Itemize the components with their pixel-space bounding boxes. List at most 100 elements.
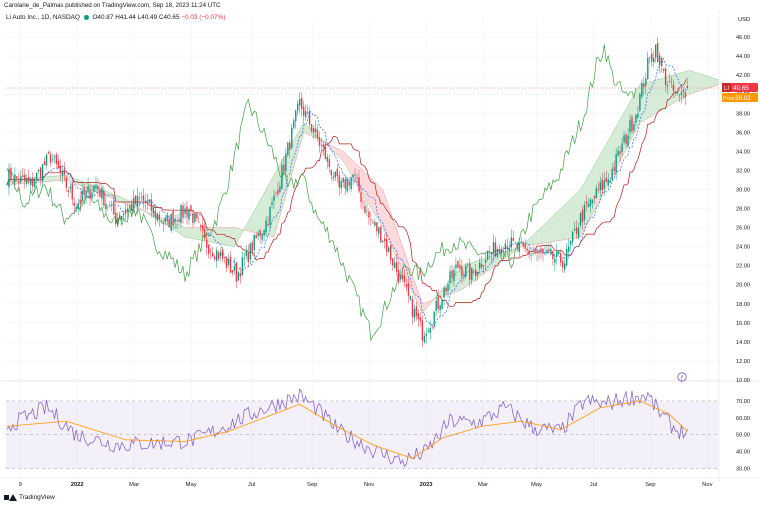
- candle: [55, 152, 58, 169]
- candle-body: [229, 256, 232, 273]
- candle-body: [670, 81, 673, 83]
- candle: [322, 140, 325, 156]
- candle: [658, 52, 661, 74]
- candle-body: [526, 248, 528, 251]
- candle-body: [380, 226, 382, 243]
- candle-body: [662, 68, 665, 71]
- candle-body: [575, 227, 578, 234]
- candle: [115, 206, 117, 228]
- candle: [103, 185, 105, 209]
- candle: [172, 207, 174, 230]
- candle-body: [308, 111, 311, 125]
- candle-body: [655, 44, 657, 58]
- candle: [184, 203, 186, 219]
- candle-body: [152, 207, 155, 214]
- candle: [360, 184, 362, 209]
- candle-body: [550, 249, 552, 255]
- candle-body: [188, 209, 190, 220]
- candle-body: [306, 112, 309, 114]
- indicator-marker-glyph: ƒ: [680, 375, 683, 381]
- candle: [213, 254, 216, 262]
- candle: [285, 147, 287, 178]
- candle-body: [518, 242, 520, 252]
- candle: [494, 237, 497, 258]
- candle-body: [41, 164, 44, 182]
- price-tick-label: 12.00: [736, 359, 750, 365]
- candle: [477, 271, 479, 281]
- candle-body: [409, 295, 412, 300]
- candle: [279, 180, 281, 194]
- candle: [32, 172, 34, 192]
- candle: [528, 246, 530, 259]
- candle-body: [678, 95, 681, 97]
- indicator-settings[interactable]: ƒ: [677, 372, 687, 382]
- candle: [621, 137, 623, 157]
- candle: [411, 295, 414, 325]
- candle-body: [85, 190, 87, 197]
- candle-body: [231, 270, 234, 273]
- candle: [467, 262, 469, 268]
- candle: [63, 161, 66, 182]
- candle: [362, 196, 364, 210]
- candle: [30, 176, 32, 193]
- candle-body: [168, 218, 170, 228]
- candle: [433, 311, 435, 327]
- candle: [77, 198, 79, 215]
- candle: [431, 325, 433, 330]
- candle: [571, 230, 574, 246]
- candle: [502, 246, 505, 258]
- candle: [471, 267, 473, 285]
- candle: [283, 156, 285, 175]
- candle: [490, 251, 493, 263]
- candle-body: [577, 227, 580, 238]
- candle-body: [316, 129, 319, 139]
- candle-body: [194, 213, 196, 222]
- candle-body: [160, 220, 162, 222]
- symbol-legend: Li Auto Inc., 1D, NASDAQ O40.87 H41.44 L…: [6, 14, 225, 21]
- price-tick-label: 20.00: [736, 283, 750, 289]
- price-tick-label: 34.00: [736, 149, 750, 155]
- price-tick-label: 28.00: [736, 207, 750, 213]
- candle: [482, 265, 485, 274]
- candle-body: [324, 146, 327, 159]
- candle-body: [277, 189, 279, 195]
- candle-body: [447, 284, 449, 291]
- low-value: L40.49: [137, 14, 158, 21]
- candle: [435, 295, 437, 316]
- candle-body: [504, 243, 507, 250]
- candle-body: [682, 89, 685, 92]
- candle-body: [601, 179, 603, 191]
- candle: [267, 215, 269, 227]
- candle: [423, 331, 425, 344]
- candle: [613, 160, 615, 176]
- candle: [176, 214, 178, 230]
- candle: [299, 92, 301, 114]
- candle: [641, 79, 643, 100]
- candle: [330, 169, 333, 181]
- candle: [366, 202, 368, 217]
- candle: [649, 56, 651, 64]
- candle-body: [265, 220, 267, 233]
- candle: [391, 257, 394, 271]
- price-tick-label: 10.00: [736, 378, 750, 384]
- price-tick-label: 24.00: [736, 245, 750, 251]
- candle: [651, 47, 653, 67]
- candle-body: [684, 92, 687, 98]
- candle: [589, 197, 592, 213]
- kumo-segment: [434, 70, 719, 300]
- candle-body: [362, 202, 364, 203]
- candle-body: [451, 270, 453, 278]
- candle: [512, 230, 514, 242]
- candle: [164, 214, 166, 226]
- candle-body: [99, 189, 101, 197]
- candle-body: [208, 244, 210, 254]
- candle: [441, 299, 443, 310]
- candle-body: [546, 250, 548, 253]
- symbol-title: Li Auto Inc., 1D, NASDAQ: [6, 14, 80, 21]
- indicator-marker-icon: [677, 372, 687, 382]
- candle: [348, 176, 350, 191]
- candle-body: [405, 283, 408, 288]
- candle: [633, 121, 635, 134]
- candle-body: [320, 145, 323, 146]
